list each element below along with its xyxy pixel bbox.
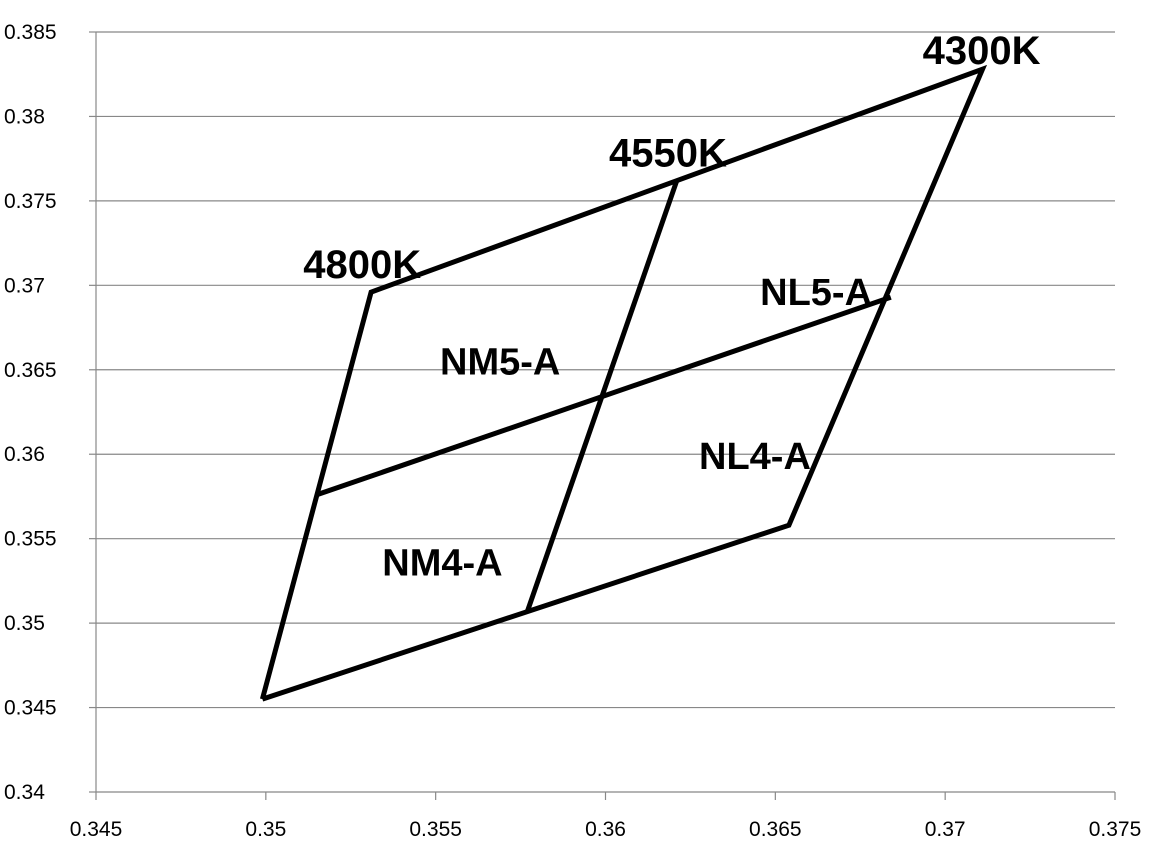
y-tick-label: 0.365 [4, 359, 57, 382]
y-tick-label: 0.345 [4, 697, 57, 720]
cct-label-4550k: 4550K [609, 132, 727, 176]
annotation-labels: NM5-A NL5-A NM4-A NL4-A 4800K 4550K 4300K [303, 29, 1040, 584]
x-tick-label: 0.36 [585, 818, 626, 841]
region-label-nl5-a: NL5-A [760, 272, 872, 314]
y-tick-label: 0.385 [4, 21, 57, 44]
y-tick-label: 0.36 [4, 443, 45, 466]
region-label-nm4-a: NM4-A [382, 542, 502, 584]
y-tick-label: 0.355 [4, 528, 57, 551]
grid-layer [96, 31, 1115, 709]
region-label-nl4-a: NL4-A [699, 436, 811, 478]
y-tick-label: 0.35 [4, 612, 45, 635]
y-tick-label: 0.38 [4, 105, 45, 128]
x-tick-label: 0.37 [925, 818, 966, 841]
series-layer [259, 64, 988, 702]
y-tick-label: 0.37 [4, 274, 45, 297]
cct-label-4800k: 4800K [303, 243, 421, 287]
axes-layer [89, 31, 1116, 800]
bin-boundary-line-3 [525, 179, 680, 613]
x-tick-label: 0.365 [749, 818, 802, 841]
bin-boundary-line-1 [259, 64, 988, 702]
region-label-nm5-a: NM5-A [440, 341, 560, 383]
x-tick-label: 0.355 [409, 818, 462, 841]
x-tick-label: 0.35 [245, 818, 286, 841]
x-tick-label: 0.345 [70, 818, 123, 841]
y-tick-label: 0.375 [4, 190, 57, 213]
y-tick-label: 0.34 [4, 781, 45, 804]
cct-label-4300k: 4300K [923, 29, 1041, 73]
x-tick-label: 0.375 [1089, 818, 1142, 841]
tick-labels: 0.34 0.345 0.35 0.355 0.36 0.365 0.37 0.375 0.38… [4, 21, 1141, 841]
